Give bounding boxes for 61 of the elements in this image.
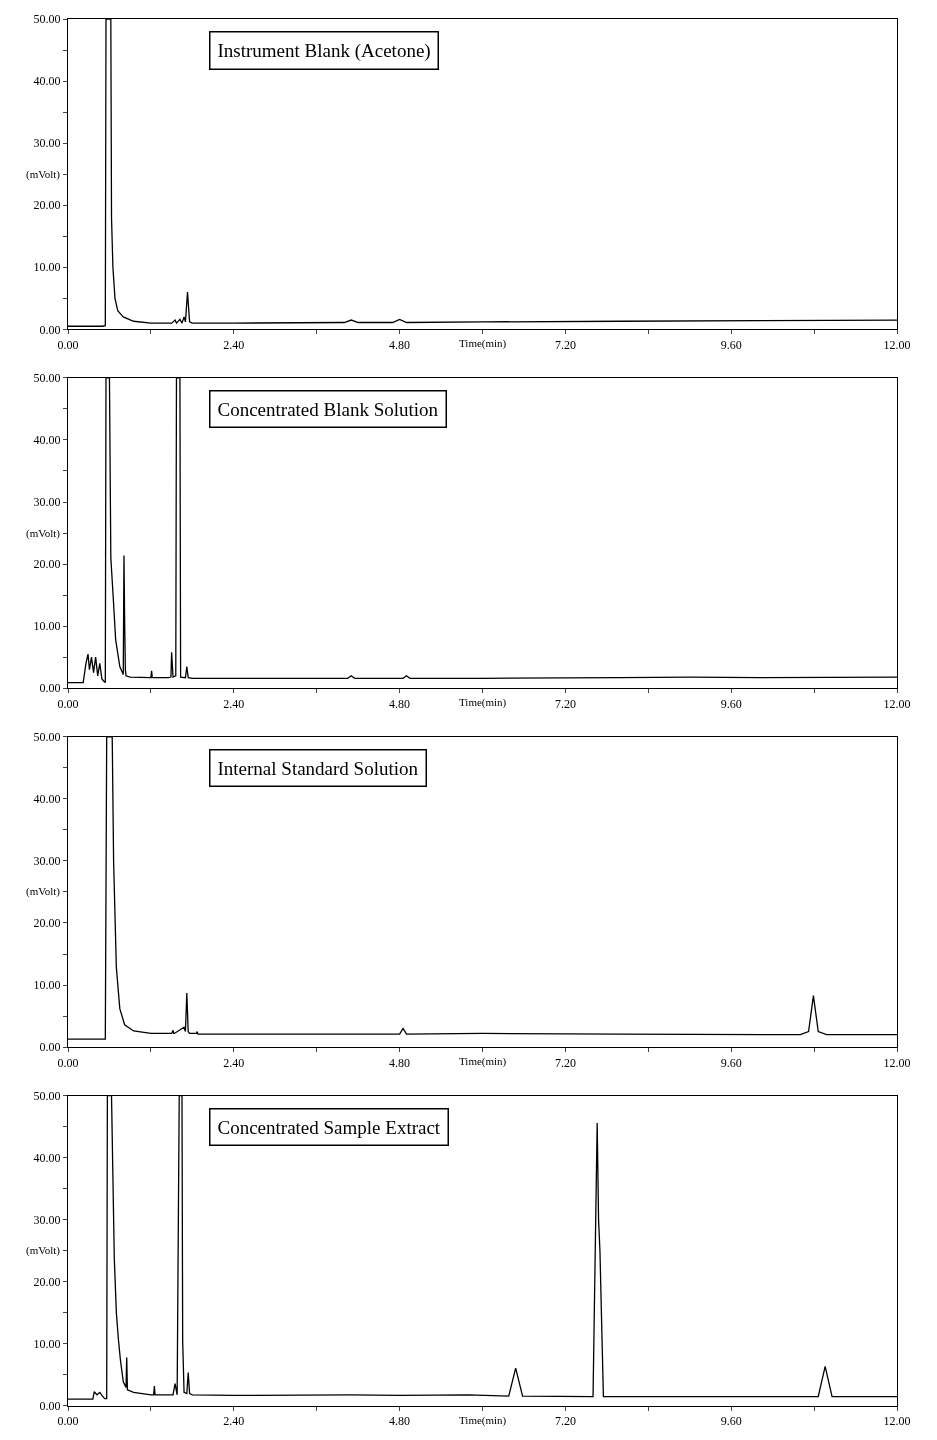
y-tick-label: 30.00 xyxy=(33,495,61,510)
x-axis-title: Time(min) xyxy=(459,696,507,709)
text: Instrument Blank (Acetone) xyxy=(217,39,431,62)
x-tick-label: 4.80 xyxy=(389,1414,411,1429)
y-tick-label: 0.00 xyxy=(39,1399,61,1414)
x-tick-label: 2.40 xyxy=(223,1414,245,1429)
y-tick-label: 20.00 xyxy=(33,198,61,213)
y-tick-label: 0.00 xyxy=(39,681,61,696)
x-tick-label: 12.00 xyxy=(883,337,911,352)
y-tick-label: 40.00 xyxy=(33,792,61,807)
text: Internal Standard Solution xyxy=(217,757,419,779)
x-tick-label: 0.00 xyxy=(57,696,79,711)
text: Concentrated Sample Extract xyxy=(217,1116,441,1138)
x-tick-label: 2.40 xyxy=(223,696,245,711)
y-tick-label: 30.00 xyxy=(33,136,61,151)
x-tick-label: 0.00 xyxy=(57,337,79,352)
x-axis-title: Time(min) xyxy=(459,1414,507,1427)
x-tick-label: 9.60 xyxy=(720,1055,742,1070)
y-tick-label: 20.00 xyxy=(33,916,61,931)
x-tick-label: 7.20 xyxy=(554,1055,576,1070)
y-axis-title: (mVolt) xyxy=(26,885,61,898)
x-tick-label: 7.20 xyxy=(554,696,576,711)
y-tick-label: 0.00 xyxy=(39,322,61,337)
y-tick-label: 30.00 xyxy=(33,1213,61,1227)
text: Concentrated Blank Solution xyxy=(217,398,439,420)
x-tick-label: 0.00 xyxy=(57,1414,79,1429)
y-tick-label: 40.00 xyxy=(33,1150,61,1165)
x-tick-label: 4.80 xyxy=(389,1055,411,1070)
y-tick-label: 10.00 xyxy=(33,978,61,993)
y-axis-title: (mVolt) xyxy=(26,1244,61,1257)
y-tick-label: 50.00 xyxy=(33,371,61,386)
x-tick-label: 12.00 xyxy=(883,696,911,711)
y-tick-label: 20.00 xyxy=(33,557,61,572)
y-tick-label: 50.00 xyxy=(33,729,61,744)
y-tick-label: 50.00 xyxy=(33,12,61,27)
y-tick-label: 20.00 xyxy=(33,1275,61,1290)
y-tick-label: 40.00 xyxy=(33,74,61,89)
x-tick-label: 4.80 xyxy=(389,696,411,711)
x-tick-label: 9.60 xyxy=(720,696,742,711)
y-axis-title: (mVolt) xyxy=(26,168,61,181)
x-tick-label: 7.20 xyxy=(554,1414,576,1429)
x-tick-label: 0.00 xyxy=(57,1055,79,1070)
y-tick-label: 0.00 xyxy=(39,1040,61,1055)
y-axis-title: (mVolt) xyxy=(26,527,61,540)
x-tick-label: 7.20 xyxy=(554,337,576,352)
x-axis-title: Time(min) xyxy=(459,337,507,350)
y-tick-label: 10.00 xyxy=(33,260,61,275)
x-axis-title: Time(min) xyxy=(459,1055,507,1068)
y-tick-label: 10.00 xyxy=(33,1337,61,1352)
x-tick-label: 2.40 xyxy=(223,1055,245,1070)
x-tick-label: 12.00 xyxy=(883,1414,911,1429)
x-tick-label: 9.60 xyxy=(720,1414,742,1429)
x-tick-label: 2.40 xyxy=(223,337,245,352)
y-tick-label: 40.00 xyxy=(33,433,61,448)
line-series xyxy=(68,19,897,327)
y-tick-label: 30.00 xyxy=(33,854,61,869)
y-tick-label: 50.00 xyxy=(33,1088,61,1103)
y-tick-label: 10.00 xyxy=(33,619,61,634)
x-tick-label: 12.00 xyxy=(883,1055,911,1070)
x-tick-label: 9.60 xyxy=(720,337,742,352)
x-tick-label: 4.80 xyxy=(389,337,411,352)
